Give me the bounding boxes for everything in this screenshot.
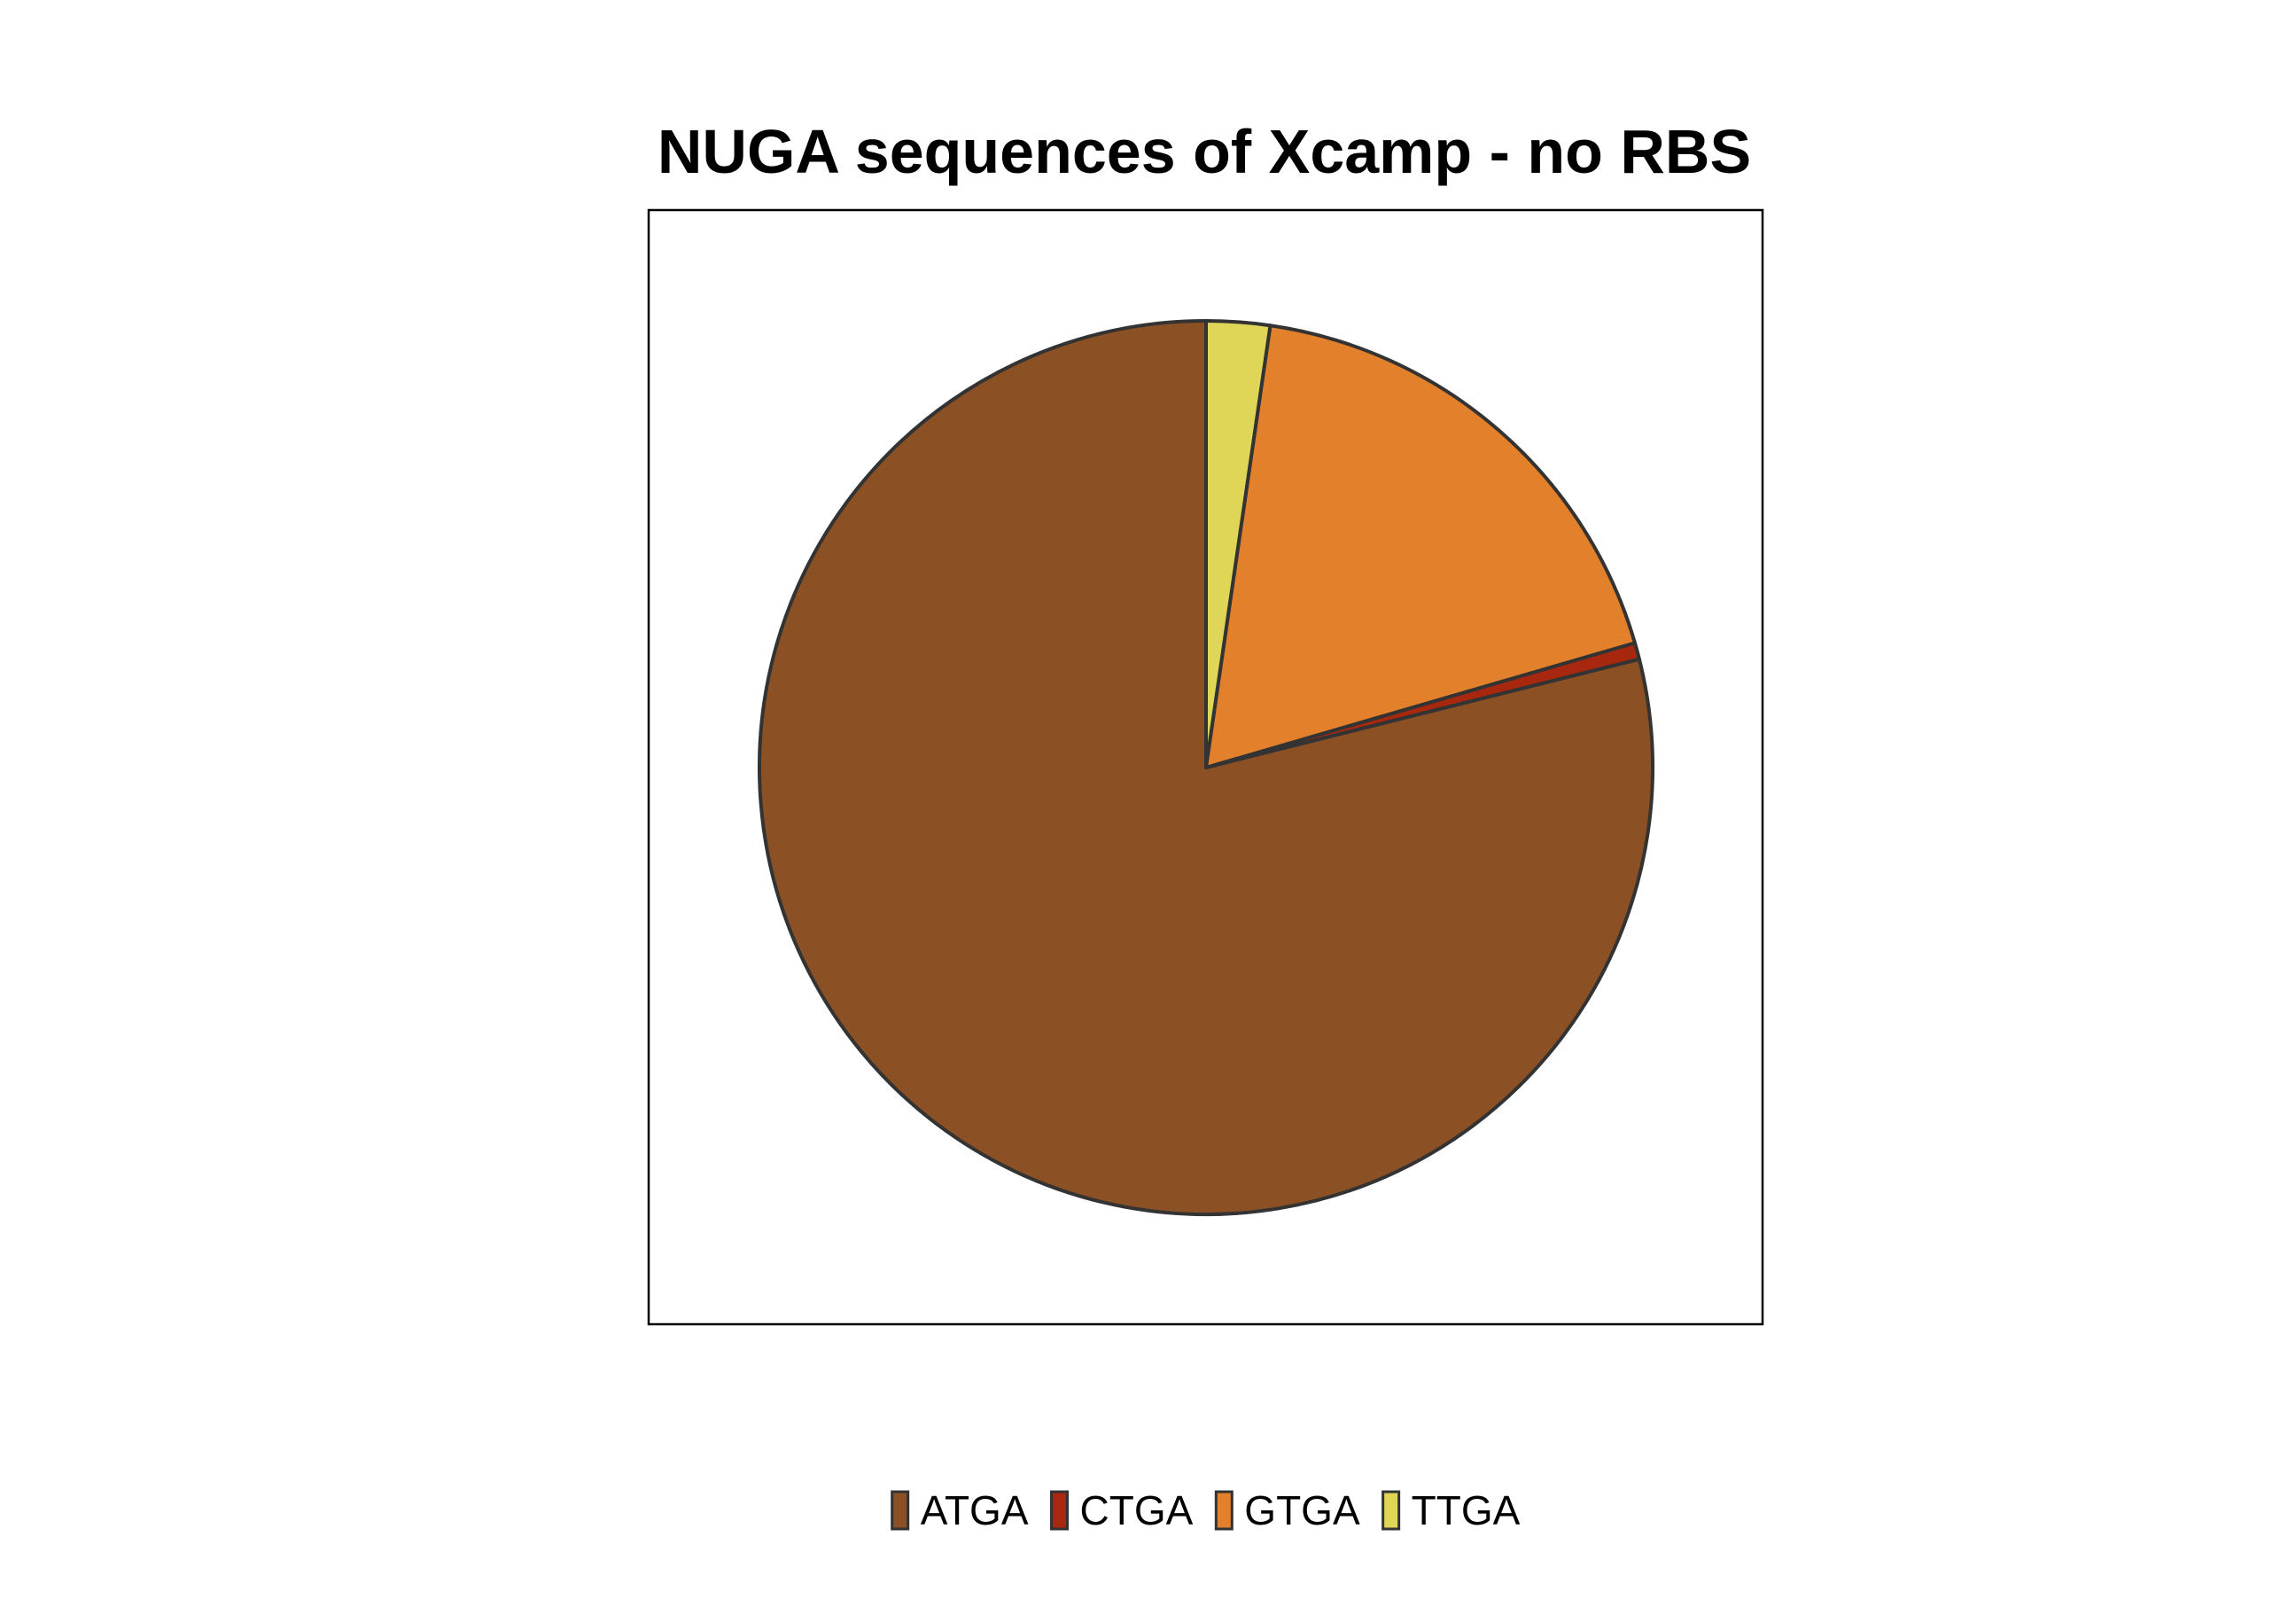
legend-item-ctga: CTGA: [1050, 1487, 1194, 1533]
legend-key-ctga: [1050, 1490, 1070, 1531]
legend-label-ctga: CTGA: [1080, 1487, 1194, 1533]
legend-item-atga: ATGA: [891, 1487, 1029, 1533]
legend-item-ttga: TTGA: [1381, 1487, 1521, 1533]
pie-slice-gtga: [1204, 324, 1637, 769]
legend-key-gtga: [1214, 1490, 1234, 1531]
legend-key-atga: [891, 1490, 910, 1531]
legend-label-gtga: GTGA: [1244, 1487, 1360, 1533]
pie-slice-atga: [758, 319, 1654, 1216]
legend-key-ttga: [1381, 1490, 1401, 1531]
pie-slices: [758, 319, 1654, 1216]
legend: ATGA CTGA GTGA TTGA: [891, 1487, 1521, 1533]
legend-label-ttga: TTGA: [1412, 1487, 1521, 1533]
chart-title: NUGA sequences of Xcamp - no RBS: [658, 117, 1751, 186]
legend-label-atga: ATGA: [921, 1487, 1029, 1533]
legend-item-gtga: GTGA: [1214, 1487, 1360, 1533]
